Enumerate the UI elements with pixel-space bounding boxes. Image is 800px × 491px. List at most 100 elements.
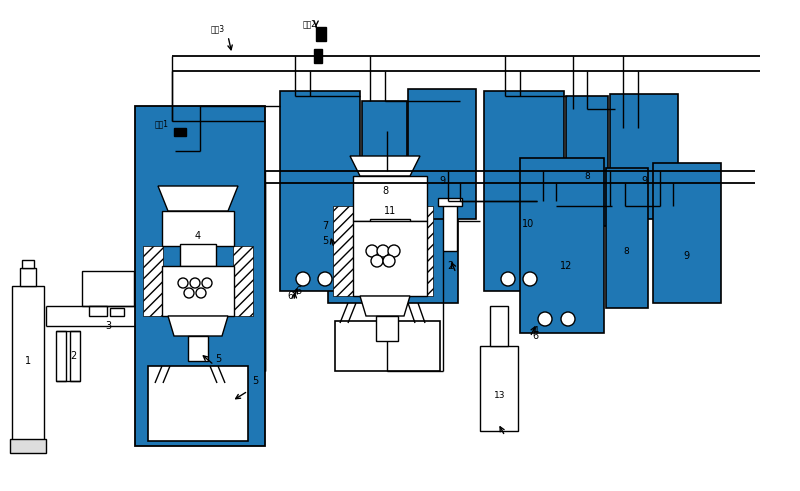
Circle shape <box>377 245 389 257</box>
Bar <box>619 178 633 206</box>
Bar <box>22 260 34 268</box>
Bar <box>378 116 392 151</box>
Circle shape <box>501 272 515 286</box>
Circle shape <box>178 278 188 288</box>
Bar <box>110 308 124 316</box>
Bar <box>606 168 648 308</box>
Bar <box>10 439 46 453</box>
Text: 开关2: 开关2 <box>303 20 317 28</box>
Bar <box>630 128 658 156</box>
Text: 1: 1 <box>25 356 31 366</box>
Text: 4: 4 <box>533 326 539 336</box>
Text: 8: 8 <box>623 246 629 255</box>
Bar <box>672 189 700 221</box>
Polygon shape <box>168 316 228 336</box>
Bar <box>430 126 458 156</box>
Circle shape <box>296 272 310 286</box>
Bar <box>335 321 440 371</box>
Bar <box>480 346 518 431</box>
Circle shape <box>318 272 332 286</box>
Text: 9: 9 <box>683 251 689 261</box>
Bar <box>413 206 433 296</box>
Bar <box>162 211 234 246</box>
Bar <box>438 198 462 206</box>
Bar <box>353 221 427 296</box>
Bar <box>612 206 640 301</box>
Bar <box>316 27 326 41</box>
Bar <box>82 271 134 306</box>
Bar <box>318 101 336 186</box>
Bar <box>89 306 107 316</box>
Bar <box>520 158 604 333</box>
Bar <box>138 241 258 323</box>
Bar <box>544 166 552 231</box>
Bar <box>333 206 353 296</box>
Bar <box>490 306 508 346</box>
Text: 9: 9 <box>641 176 647 186</box>
Bar <box>507 106 515 181</box>
Bar <box>295 101 313 186</box>
Circle shape <box>190 278 200 288</box>
Bar <box>180 244 216 266</box>
Bar <box>523 101 541 186</box>
Text: 9: 9 <box>439 176 445 186</box>
Bar <box>566 96 608 226</box>
Text: 12: 12 <box>560 261 572 271</box>
Bar <box>56 331 66 381</box>
Bar <box>580 109 594 139</box>
Text: 4: 4 <box>195 231 201 241</box>
Bar <box>567 166 575 231</box>
Circle shape <box>184 288 194 298</box>
Bar <box>376 316 398 341</box>
Bar <box>12 286 44 441</box>
Bar <box>560 161 578 236</box>
Bar <box>537 161 555 236</box>
Circle shape <box>366 245 378 257</box>
Text: 10: 10 <box>522 219 534 229</box>
Circle shape <box>202 278 212 288</box>
Text: 11: 11 <box>384 206 396 216</box>
Circle shape <box>561 312 575 326</box>
Bar <box>573 139 601 219</box>
Circle shape <box>383 255 395 267</box>
Bar <box>162 266 234 316</box>
Bar <box>490 249 555 271</box>
Bar <box>328 203 458 303</box>
Bar <box>660 221 712 296</box>
Bar <box>530 106 538 181</box>
Text: 6: 6 <box>287 291 293 301</box>
Text: 13: 13 <box>494 391 506 401</box>
Bar <box>370 219 410 241</box>
Text: 8: 8 <box>584 171 590 181</box>
Text: 5: 5 <box>322 236 328 246</box>
Bar <box>143 246 163 316</box>
Text: 2: 2 <box>447 261 453 271</box>
Circle shape <box>371 255 383 267</box>
Text: 5: 5 <box>215 354 221 364</box>
Polygon shape <box>350 156 420 176</box>
Bar <box>610 94 678 219</box>
Bar <box>70 331 80 381</box>
Bar <box>370 151 400 231</box>
Circle shape <box>523 272 537 286</box>
Bar <box>618 156 670 211</box>
Text: 2: 2 <box>70 351 76 361</box>
Bar <box>174 128 186 136</box>
Polygon shape <box>360 296 410 316</box>
Bar <box>653 163 721 303</box>
Bar <box>353 176 427 221</box>
Bar <box>285 249 350 271</box>
Bar <box>362 101 407 236</box>
Bar <box>20 268 36 286</box>
Polygon shape <box>158 186 238 211</box>
Text: 6: 6 <box>532 331 538 341</box>
Bar <box>135 106 265 446</box>
Text: 7: 7 <box>322 221 328 231</box>
Bar <box>408 89 476 219</box>
Circle shape <box>196 288 206 298</box>
Bar <box>280 91 360 291</box>
Bar <box>500 101 518 186</box>
Circle shape <box>538 312 552 326</box>
Bar <box>233 246 253 316</box>
Text: 开关1: 开关1 <box>155 119 169 129</box>
